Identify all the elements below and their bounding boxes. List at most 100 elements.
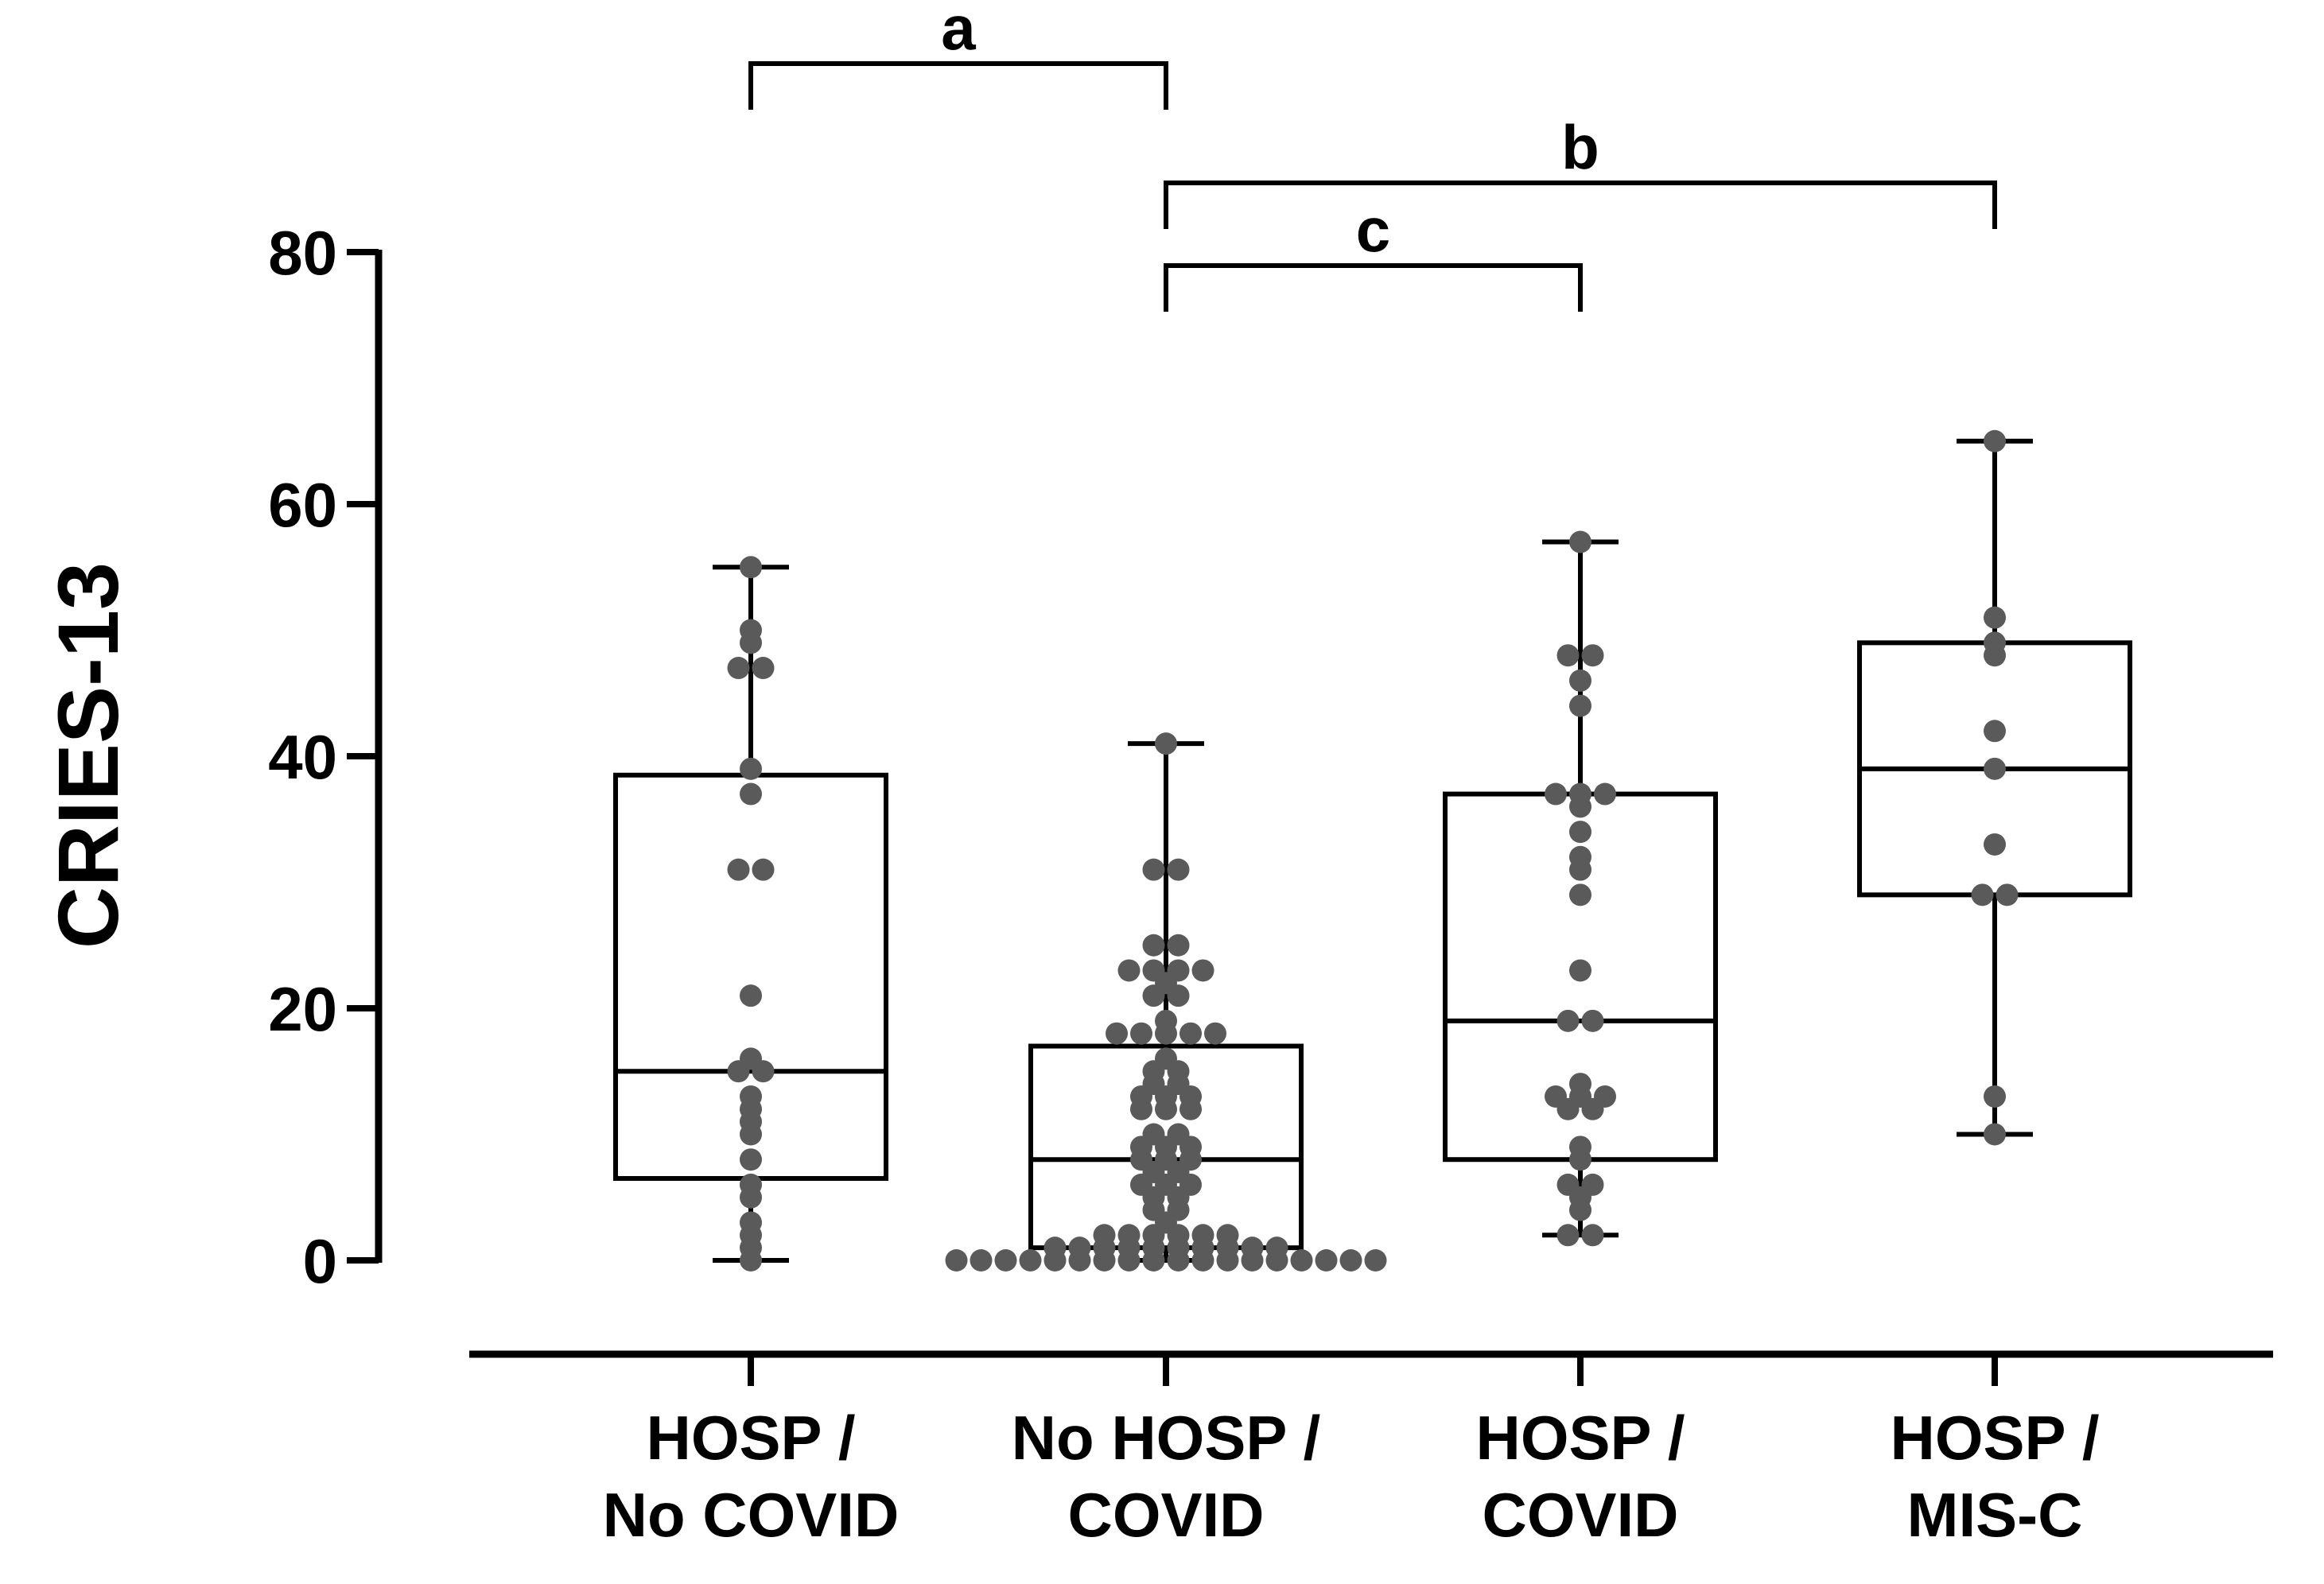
data-point	[727, 657, 750, 680]
data-point	[1167, 984, 1190, 1007]
data-point	[1019, 1249, 1042, 1271]
data-point	[1204, 1022, 1226, 1045]
data-point	[740, 984, 762, 1007]
data-point	[1581, 1097, 1604, 1120]
x-tick-label: MIS-C	[1907, 1480, 2083, 1550]
data-point	[1155, 1097, 1177, 1120]
data-point	[1179, 1097, 1202, 1120]
data-point	[970, 1249, 993, 1271]
significance-bracket	[1164, 181, 1997, 229]
data-point	[1569, 694, 1591, 717]
data-point	[1339, 1249, 1362, 1271]
data-point	[1569, 1148, 1591, 1171]
x-tick-label: COVID	[1067, 1480, 1264, 1550]
data-point	[1556, 1009, 1580, 1032]
significance-label: c	[1356, 195, 1390, 265]
data-point	[752, 657, 775, 680]
data-point	[1545, 782, 1567, 806]
data-point	[740, 782, 762, 806]
data-point	[1556, 1224, 1580, 1247]
box-plots	[613, 438, 2132, 1263]
data-point	[1130, 1022, 1152, 1045]
data-point	[1130, 1097, 1152, 1120]
data-point	[1984, 429, 2006, 452]
data-point	[727, 1060, 750, 1083]
data-point	[1093, 1249, 1116, 1271]
data-point	[1315, 1249, 1338, 1271]
data-point	[1043, 1249, 1067, 1271]
data-point	[740, 1148, 762, 1171]
data-point	[740, 1123, 762, 1146]
data-point	[1569, 821, 1591, 844]
data-point	[1569, 858, 1591, 881]
data-point	[1155, 1022, 1177, 1045]
y-axis-label: CRIES-13	[40, 562, 136, 949]
data-point	[1117, 959, 1141, 982]
data-point	[740, 556, 762, 579]
data-point	[1996, 883, 2019, 907]
data-point	[1155, 732, 1177, 755]
y-axis: 0 20 40 60 80	[268, 218, 383, 1296]
significance-brackets: a b c	[748, 0, 1997, 312]
data-point	[1179, 1022, 1202, 1045]
data-point	[1364, 1249, 1387, 1271]
data-point	[752, 858, 775, 881]
data-point	[1068, 1249, 1091, 1271]
data-point	[1984, 833, 2006, 856]
data-point	[1167, 934, 1190, 957]
y-tick-label: 0	[303, 1226, 337, 1296]
data-point	[1142, 858, 1165, 881]
data-point	[1191, 959, 1214, 982]
data-point	[727, 858, 750, 881]
data-point	[740, 631, 762, 654]
data-point	[740, 757, 762, 780]
data-point	[1971, 883, 1994, 907]
x-tick-label: HOSP /	[1891, 1403, 2100, 1473]
data-point	[1556, 644, 1580, 667]
data-point	[1581, 1009, 1604, 1032]
data-point	[1290, 1249, 1313, 1271]
data-point	[1594, 782, 1616, 806]
data-point	[1569, 959, 1591, 982]
data-point	[1167, 1249, 1190, 1271]
data-point	[1569, 1198, 1591, 1221]
data-point	[994, 1249, 1017, 1271]
data-point	[1191, 1249, 1214, 1271]
data-point	[1984, 757, 2006, 780]
data-point	[1241, 1249, 1264, 1271]
data-point	[1167, 858, 1190, 881]
data-point	[1569, 883, 1591, 907]
data-points	[727, 429, 2019, 1271]
significance-bracket	[1164, 263, 1583, 312]
data-point	[1581, 644, 1604, 667]
x-tick-label: HOSP /	[647, 1403, 856, 1473]
x-tick-label: No HOSP /	[1012, 1403, 1321, 1473]
data-point	[1581, 1224, 1604, 1247]
data-point	[752, 1060, 775, 1083]
data-point	[945, 1249, 968, 1271]
data-point	[1984, 644, 2006, 667]
significance-label: a	[941, 0, 976, 63]
y-tick-label: 60	[268, 470, 337, 540]
significance-bracket	[748, 61, 1168, 110]
data-point	[1142, 1249, 1165, 1271]
x-tick-label: No COVID	[603, 1480, 900, 1550]
data-point	[1106, 1022, 1128, 1045]
x-tick-label: HOSP /	[1476, 1403, 1685, 1473]
data-point	[1984, 720, 2006, 743]
data-point	[1117, 1249, 1141, 1271]
data-point	[1984, 606, 2006, 629]
data-point	[1569, 530, 1591, 553]
data-point	[740, 1186, 762, 1209]
y-tick-label: 40	[268, 722, 337, 792]
data-point	[1265, 1249, 1288, 1271]
data-point	[1142, 984, 1165, 1007]
significance-label: b	[1561, 112, 1599, 182]
data-point	[1216, 1249, 1239, 1271]
data-point	[1984, 1123, 2006, 1146]
data-point	[740, 1249, 762, 1271]
data-point	[1142, 934, 1165, 957]
